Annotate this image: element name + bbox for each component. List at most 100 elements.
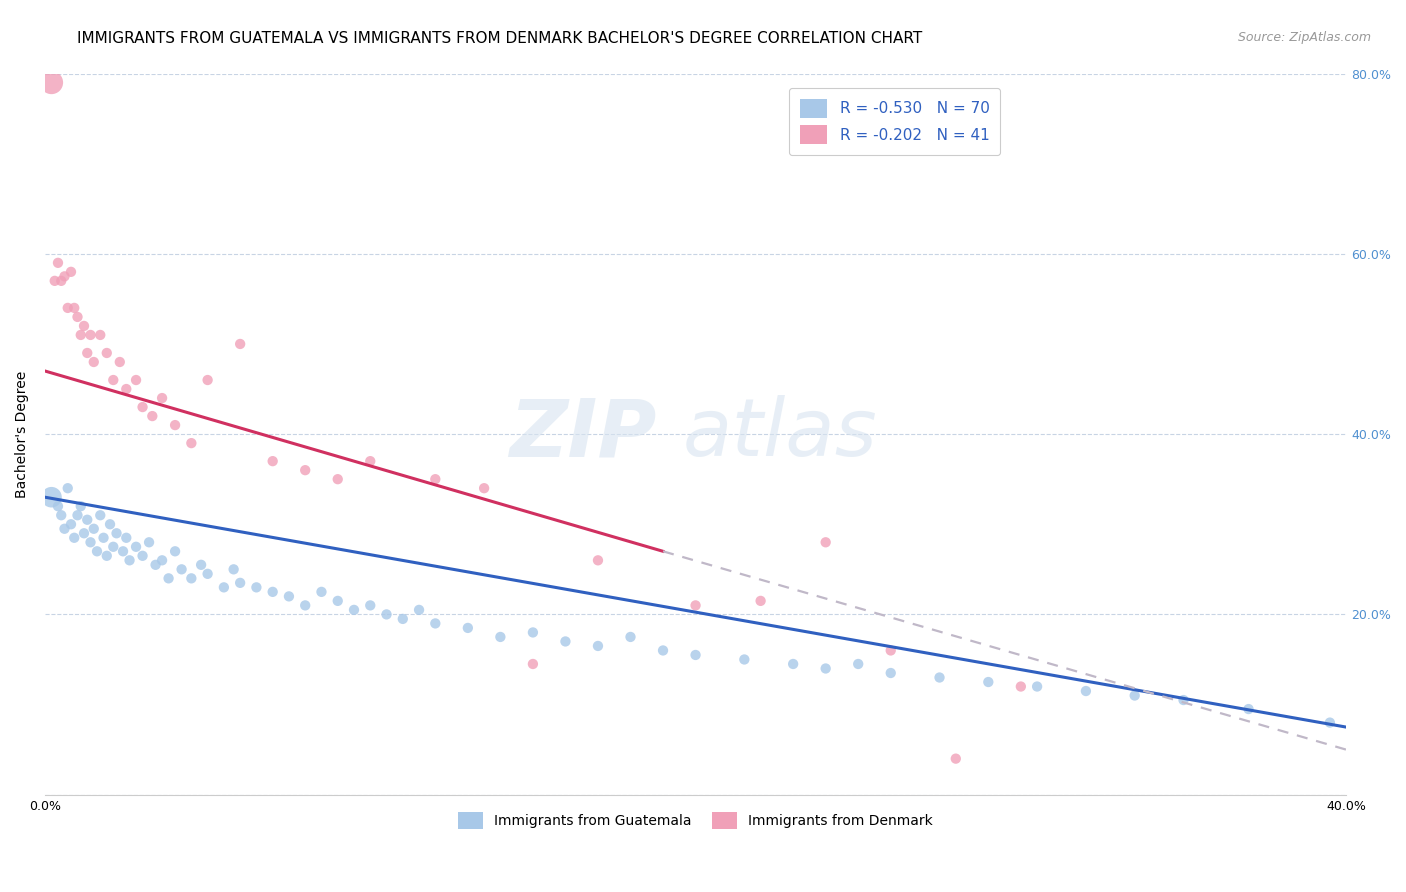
Point bbox=[103, 373, 125, 387]
Text: Source: ZipAtlas.com: Source: ZipAtlas.com bbox=[1237, 31, 1371, 45]
Point bbox=[880, 643, 903, 657]
Point bbox=[69, 328, 91, 343]
Point bbox=[79, 328, 101, 343]
Point bbox=[1173, 693, 1195, 707]
Point bbox=[1026, 680, 1049, 694]
Point bbox=[685, 648, 707, 662]
Point bbox=[472, 481, 495, 495]
Point bbox=[63, 531, 86, 545]
Point bbox=[229, 337, 252, 351]
Point bbox=[212, 580, 235, 594]
Point bbox=[326, 594, 349, 608]
Point bbox=[814, 535, 837, 549]
Point bbox=[73, 526, 96, 541]
Point bbox=[86, 544, 108, 558]
Point bbox=[222, 562, 245, 576]
Point bbox=[150, 391, 173, 405]
Point bbox=[56, 481, 79, 495]
Y-axis label: Bachelor's Degree: Bachelor's Degree bbox=[15, 370, 30, 498]
Point bbox=[586, 639, 609, 653]
Point bbox=[66, 508, 89, 523]
Point bbox=[165, 544, 187, 558]
Point bbox=[115, 382, 138, 396]
Point bbox=[150, 553, 173, 567]
Point bbox=[619, 630, 641, 644]
Point bbox=[197, 566, 219, 581]
Point bbox=[343, 603, 366, 617]
Point bbox=[245, 580, 267, 594]
Point bbox=[1319, 715, 1341, 730]
Point bbox=[59, 517, 82, 532]
Point bbox=[457, 621, 479, 635]
Point bbox=[108, 355, 131, 369]
Point bbox=[125, 540, 148, 554]
Point bbox=[76, 346, 98, 360]
Point bbox=[425, 472, 447, 486]
Point bbox=[425, 616, 447, 631]
Point bbox=[294, 463, 316, 477]
Point bbox=[93, 531, 115, 545]
Point bbox=[41, 490, 63, 504]
Point bbox=[977, 675, 1000, 690]
Point bbox=[83, 355, 105, 369]
Point bbox=[262, 454, 284, 468]
Point bbox=[51, 508, 73, 523]
Point bbox=[586, 553, 609, 567]
Point bbox=[145, 558, 167, 572]
Point bbox=[652, 643, 675, 657]
Text: ZIP: ZIP bbox=[509, 395, 657, 473]
Point bbox=[103, 540, 125, 554]
Point bbox=[53, 522, 76, 536]
Point bbox=[229, 575, 252, 590]
Point bbox=[112, 544, 135, 558]
Point bbox=[83, 522, 105, 536]
Point bbox=[89, 328, 111, 343]
Point bbox=[56, 301, 79, 315]
Point bbox=[141, 409, 163, 423]
Point bbox=[180, 571, 202, 585]
Point bbox=[880, 665, 903, 680]
Point bbox=[63, 301, 86, 315]
Point bbox=[46, 256, 69, 270]
Point bbox=[105, 526, 128, 541]
Text: atlas: atlas bbox=[682, 395, 877, 473]
Point bbox=[69, 500, 91, 514]
Point bbox=[311, 585, 333, 599]
Point bbox=[131, 400, 153, 414]
Point bbox=[115, 531, 138, 545]
Point bbox=[326, 472, 349, 486]
Point bbox=[89, 508, 111, 523]
Point bbox=[814, 661, 837, 675]
Point bbox=[59, 265, 82, 279]
Point bbox=[79, 535, 101, 549]
Point bbox=[278, 590, 301, 604]
Point bbox=[391, 612, 413, 626]
Point bbox=[262, 585, 284, 599]
Point bbox=[157, 571, 180, 585]
Point bbox=[522, 625, 544, 640]
Point bbox=[125, 373, 148, 387]
Point bbox=[96, 549, 118, 563]
Legend: Immigrants from Guatemala, Immigrants from Denmark: Immigrants from Guatemala, Immigrants fr… bbox=[453, 806, 939, 835]
Point bbox=[73, 318, 96, 333]
Point bbox=[165, 418, 187, 433]
Point bbox=[685, 599, 707, 613]
Point bbox=[131, 549, 153, 563]
Point bbox=[1237, 702, 1260, 716]
Point bbox=[294, 599, 316, 613]
Point bbox=[489, 630, 512, 644]
Point bbox=[96, 346, 118, 360]
Point bbox=[98, 517, 121, 532]
Point bbox=[180, 436, 202, 450]
Point bbox=[522, 657, 544, 671]
Point bbox=[170, 562, 193, 576]
Point bbox=[53, 269, 76, 284]
Point bbox=[1123, 689, 1146, 703]
Point bbox=[51, 274, 73, 288]
Point bbox=[554, 634, 576, 648]
Point bbox=[945, 751, 967, 765]
Point bbox=[190, 558, 212, 572]
Point bbox=[41, 76, 63, 90]
Point bbox=[66, 310, 89, 324]
Point bbox=[733, 652, 755, 666]
